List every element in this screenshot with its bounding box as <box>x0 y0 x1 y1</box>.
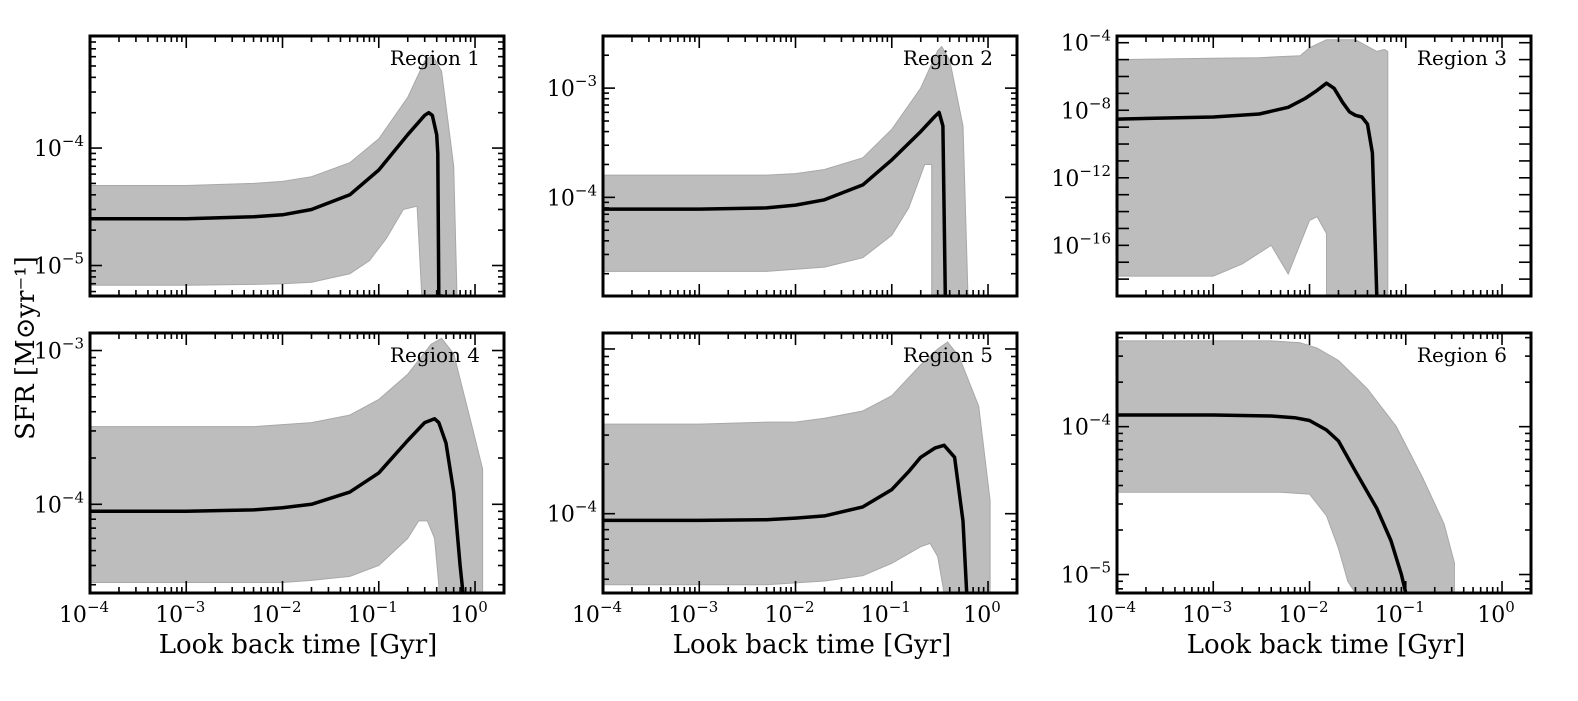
panel-region-1: 10−5 10−4 Region 1 <box>34 34 506 298</box>
confidence-band <box>1117 340 1455 593</box>
x-axis-label-col3: Look back time [Gyr] <box>1187 630 1466 660</box>
region-label: Region 6 <box>1417 343 1507 367</box>
region-label: Region 3 <box>1417 46 1507 70</box>
x-tick-label: 10−1 <box>348 598 398 628</box>
plot-frame <box>601 34 1019 298</box>
confidence-band <box>603 45 969 296</box>
region-label: Region 4 <box>390 343 480 367</box>
confidence-band <box>1117 39 1389 296</box>
panel-region-3: 10−16 10−12 10−8 10−4 Region 3 <box>1051 27 1533 298</box>
region-label: Region 1 <box>390 46 480 70</box>
panel-region-5: 10−4 10−4 10−3 10−2 10−1 100 Region 5 <box>547 331 1019 628</box>
x-tick-label: 10−4 <box>572 598 622 628</box>
x-tick-label: 10−2 <box>1278 598 1328 628</box>
x-tick-label: 100 <box>1477 598 1515 628</box>
y-tick-label: 10−3 <box>34 335 84 365</box>
plot-frame <box>88 331 506 595</box>
confidence-band <box>603 341 991 593</box>
median-sfr-line <box>603 110 948 296</box>
y-tick-label: 10−8 <box>1061 94 1111 124</box>
confidence-band <box>90 337 484 593</box>
median-sfr-line <box>1117 413 1408 593</box>
y-tick-label: 10−16 <box>1051 229 1111 259</box>
x-tick-label: 100 <box>450 598 488 628</box>
x-axis-label-col2: Look back time [Gyr] <box>673 630 952 660</box>
x-tick-label: 10−3 <box>1182 598 1232 628</box>
x-tick-label: 10−4 <box>1086 598 1136 628</box>
y-tick-label: 10−12 <box>1051 162 1111 192</box>
x-tick-label: 10−1 <box>1375 598 1425 628</box>
median-sfr-line <box>90 417 465 593</box>
y-tick-label: 10−4 <box>34 488 84 518</box>
x-tick-label: 10−2 <box>764 598 814 628</box>
x-tick-label: 10−2 <box>251 598 301 628</box>
y-tick-label: 10−4 <box>547 498 597 528</box>
plot-frame <box>88 34 506 298</box>
x-tick-label: 100 <box>963 598 1001 628</box>
y-axis-label: SFR [M⊙yr⁻¹] <box>11 256 41 440</box>
x-tick-label: 10−1 <box>861 598 911 628</box>
panel-region-6: 10−5 10−4 10−4 10−3 10−2 10−1 100 Region 6 <box>1061 331 1533 628</box>
median-sfr-line <box>1117 81 1379 296</box>
y-tick-label: 10−5 <box>1061 559 1111 589</box>
x-tick-label: 10−3 <box>668 598 718 628</box>
y-tick-label: 10−5 <box>34 250 84 280</box>
median-sfr-line <box>603 443 969 593</box>
plot-frame <box>1115 331 1533 595</box>
x-axis-label-col1: Look back time [Gyr] <box>159 630 438 660</box>
x-tick-label: 10−3 <box>155 598 205 628</box>
y-tick-label: 10−4 <box>547 181 597 211</box>
y-tick-label: 10−4 <box>34 132 84 162</box>
y-tick-label: 10−4 <box>1061 27 1111 57</box>
region-label: Region 5 <box>903 343 993 367</box>
median-sfr-line <box>90 110 443 296</box>
plot-frame <box>1115 34 1533 298</box>
confidence-band <box>90 54 458 296</box>
x-tick-label: 10−4 <box>59 598 109 628</box>
panel-region-2: 10−4 10−3 Region 2 <box>547 34 1019 298</box>
plot-frame <box>601 331 1019 595</box>
y-tick-label: 10−3 <box>547 72 597 102</box>
panel-region-4: 10−4 10−3 10−4 10−3 10−2 10−1 100 Region 4 <box>34 331 506 628</box>
region-label: Region 2 <box>903 46 993 70</box>
y-tick-label: 10−4 <box>1061 411 1111 441</box>
